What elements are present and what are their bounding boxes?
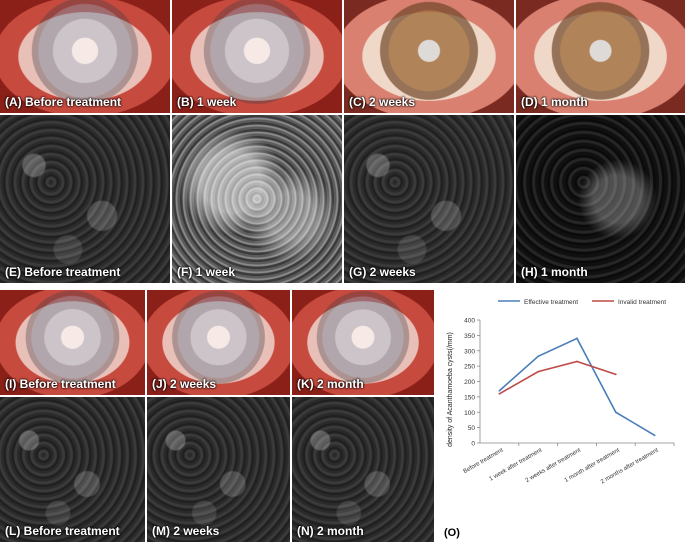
y-tick-label-7: 350 — [464, 333, 475, 340]
y-tick-label-1: 50 — [468, 425, 476, 432]
y-tick-label-8: 400 — [464, 318, 475, 325]
confocal-f: (F) 1 week — [172, 115, 342, 283]
confocal-h: (H) 1 month — [516, 115, 685, 283]
series-0-point-3 — [614, 411, 617, 414]
legend-label-0: Effective treatment — [524, 299, 578, 306]
y-tick-label-6: 300 — [464, 348, 475, 355]
label-k: (K) 2 month — [297, 377, 364, 391]
y-axis-title: density of Acanthamoeba cysts(/mm) — [447, 332, 454, 447]
label-g: (G) 2 weeks — [349, 265, 416, 279]
label-i: (I) Before treatment — [5, 377, 116, 391]
label-d: (D) 1 month — [521, 95, 588, 109]
photo-d: (D) 1 month — [516, 0, 685, 113]
series-0-point-2 — [576, 337, 578, 340]
confocal-e: (E) Before treatment — [0, 115, 170, 283]
series-1-point-2 — [576, 360, 578, 363]
photo-c: (C) 2 weeks — [344, 0, 514, 113]
series-line-1 — [499, 360, 617, 395]
label-a: (A) Before treatment — [5, 95, 122, 109]
photo-i: (I) Before treatment — [0, 290, 145, 395]
label-l: (L) Before treatment — [5, 524, 120, 538]
label-c: (C) 2 weeks — [349, 95, 416, 109]
label-n: (N) 2 month — [297, 524, 364, 538]
series-1-point-0 — [498, 392, 501, 395]
y-tick-label-5: 250 — [464, 364, 475, 371]
confocal-n: (N) 2 month — [292, 397, 434, 542]
y-tick-label-0: 0 — [471, 441, 475, 448]
photo-b: (B) 1 week — [172, 0, 342, 113]
confocal-m: (M) 2 weeks — [147, 397, 290, 542]
label-b: (B) 1 week — [177, 95, 237, 109]
label-j: (J) 2 weeks — [152, 377, 217, 391]
series-0-point-0 — [498, 389, 501, 392]
y-tick-label-2: 100 — [464, 410, 475, 417]
y-tick-label-4: 200 — [464, 379, 475, 386]
confocal-g: (G) 2 weeks — [344, 115, 514, 283]
label-h: (H) 1 month — [521, 265, 588, 279]
photo-j: (J) 2 weeks — [147, 290, 290, 395]
series-1-point-3 — [614, 373, 617, 376]
legend-label-1: Invalid treatment — [618, 299, 666, 306]
panel-label-o: (O) — [444, 527, 460, 539]
density-line-chart: Effective treatment Invalid treatment 0 50 1… — [444, 299, 675, 539]
label-f: (F) 1 week — [177, 265, 236, 279]
series-1-point-1 — [537, 370, 540, 373]
series-0-point-1 — [537, 355, 540, 358]
photo-a: (A) Before treatment — [0, 0, 170, 113]
label-e: (E) Before treatment — [5, 265, 121, 279]
label-m: (M) 2 weeks — [152, 524, 220, 538]
y-tick-label-3: 150 — [464, 394, 475, 401]
series-0-point-4 — [653, 434, 656, 437]
series-line-0 — [498, 337, 656, 437]
confocal-l: (L) Before treatment — [0, 397, 145, 542]
photo-k: (K) 2 month — [292, 290, 434, 395]
